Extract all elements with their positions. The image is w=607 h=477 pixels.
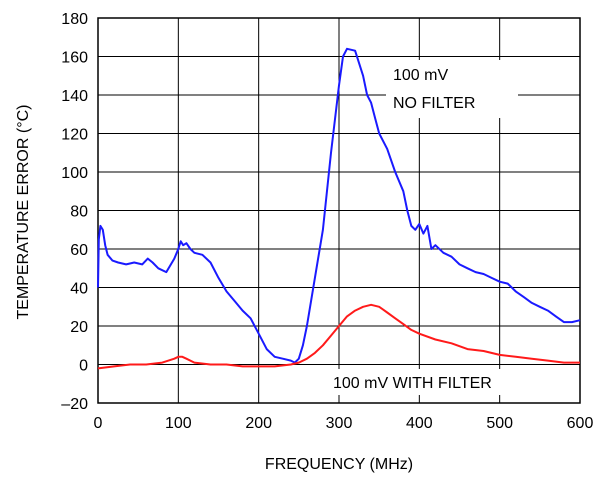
y-tick-label: 80 [70,204,88,221]
x-tick-label: 0 [94,415,103,432]
with-filter-label: 100 mV WITH FILTER [333,375,492,392]
no-filter-label-line2: NO FILTER [393,95,475,112]
y-tick-label: 120 [61,127,88,144]
x-tick-labels: 0 100 200 300 400 500 600 [94,415,594,432]
y-tick-label: 100 [61,165,88,182]
series-layer [97,47,581,370]
y-tick-label: 20 [70,319,88,336]
series-line-no-filter [97,47,581,364]
x-tick-label: 200 [245,415,272,432]
no-filter-label-backdrop [386,60,518,118]
y-tick-label: 160 [61,50,88,67]
plot-frame [97,17,581,404]
x-tick-label: 300 [326,415,353,432]
y-tick-label: 0 [79,358,88,375]
series-line-with-filter [97,303,580,370]
y-tick-label: 60 [70,242,88,259]
y-tick-label: –20 [61,396,88,413]
x-tick-label: 600 [567,415,594,432]
x-tick-label: 500 [486,415,513,432]
y-tick-label: 140 [61,88,88,105]
x-axis-title: FREQUENCY (MHz) [265,456,413,473]
y-tick-label: 180 [61,11,88,28]
x-tick-label: 400 [406,415,433,432]
no-filter-label-line1: 100 mV [393,67,448,84]
with-filter-label-backdrop [328,369,550,395]
y-tick-label: 40 [70,281,88,298]
y-tick-labels: 180 160 140 120 100 80 60 40 20 0 –20 [61,11,88,413]
y-axis-title: TEMPERATURE ERROR (°C) [15,105,32,320]
x-tick-label: 100 [165,415,192,432]
